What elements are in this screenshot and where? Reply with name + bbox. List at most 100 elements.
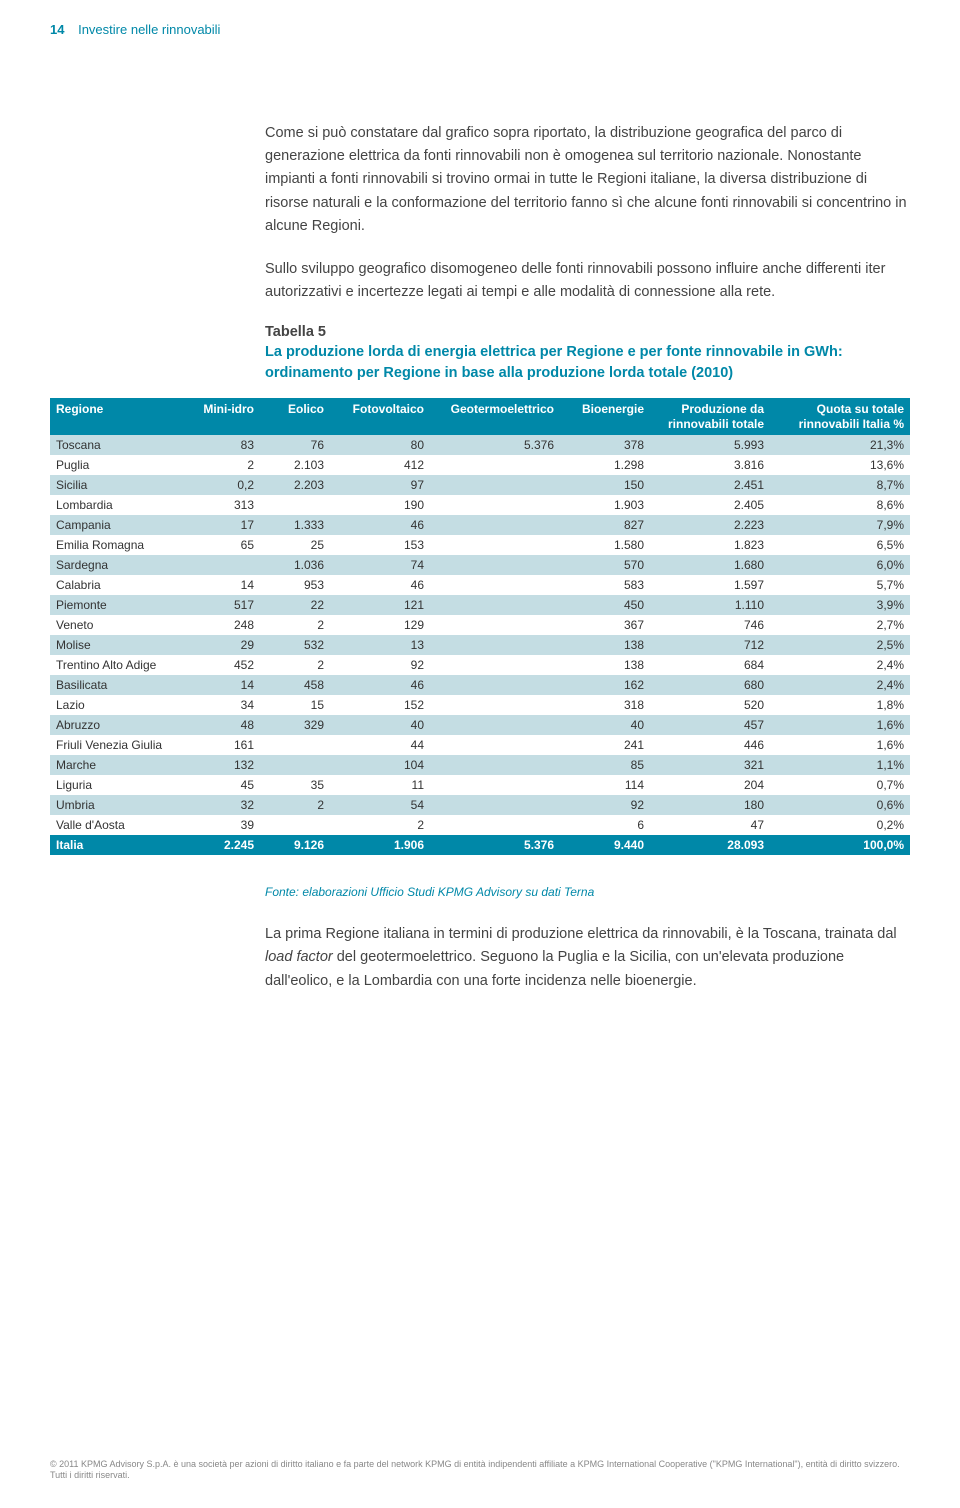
table-header-cell: Mini-idro bbox=[190, 398, 260, 435]
table-cell: 21,3% bbox=[770, 435, 910, 455]
table-cell: 97 bbox=[330, 475, 430, 495]
table-cell: 6,0% bbox=[770, 555, 910, 575]
data-table: RegioneMini-idroEolicoFotovoltaicoGeoter… bbox=[50, 398, 910, 855]
table-cell: 2 bbox=[260, 655, 330, 675]
table-cell: 1.597 bbox=[650, 575, 770, 595]
table-cell bbox=[430, 755, 560, 775]
table-row: Calabria14953465831.5975,7% bbox=[50, 575, 910, 595]
table-cell bbox=[190, 555, 260, 575]
table-cell: 6,5% bbox=[770, 535, 910, 555]
table-cell: 1,6% bbox=[770, 715, 910, 735]
table-cell: 22 bbox=[260, 595, 330, 615]
table-cell: 684 bbox=[650, 655, 770, 675]
table-cell: 1.903 bbox=[560, 495, 650, 515]
table-cell: 1.110 bbox=[650, 595, 770, 615]
table-cell: Basilicata bbox=[50, 675, 190, 695]
outro-italic: load factor bbox=[265, 949, 333, 965]
table-row: Piemonte517221214501.1103,9% bbox=[50, 595, 910, 615]
table-cell: 35 bbox=[260, 775, 330, 795]
table-cell: Veneto bbox=[50, 615, 190, 635]
table-cell: Sardegna bbox=[50, 555, 190, 575]
table-cell: 0,6% bbox=[770, 795, 910, 815]
page-footer: © 2011 KPMG Advisory S.p.A. è una societ… bbox=[50, 1459, 910, 1482]
table-cell: 190 bbox=[330, 495, 430, 515]
table-cell: 46 bbox=[330, 675, 430, 695]
outro-p: La prima Regione italiana in termini di … bbox=[265, 923, 910, 993]
table-cell: 0,2% bbox=[770, 815, 910, 835]
table-row: Campania171.333468272.2237,9% bbox=[50, 515, 910, 535]
table-row: Basilicata14458461626802,4% bbox=[50, 675, 910, 695]
table-cell: 161 bbox=[190, 735, 260, 755]
table-cell: 104 bbox=[330, 755, 430, 775]
table-cell: 458 bbox=[260, 675, 330, 695]
outro-post: del geotermoelettrico. Seguono la Puglia… bbox=[265, 949, 844, 988]
table-cell: 2 bbox=[260, 615, 330, 635]
table-cell: 953 bbox=[260, 575, 330, 595]
table-row: Veneto24821293677462,7% bbox=[50, 615, 910, 635]
table-cell: 40 bbox=[330, 715, 430, 735]
table-cell: 241 bbox=[560, 735, 650, 755]
table-cell bbox=[430, 515, 560, 535]
table-cell: 92 bbox=[330, 655, 430, 675]
table-cell: 132 bbox=[190, 755, 260, 775]
table-cell: 29 bbox=[190, 635, 260, 655]
table-cell: 14 bbox=[190, 575, 260, 595]
table-cell: 25 bbox=[260, 535, 330, 555]
table-cell bbox=[430, 715, 560, 735]
table-cell: Toscana bbox=[50, 435, 190, 455]
table-cell: 48 bbox=[190, 715, 260, 735]
table-cell: 3,9% bbox=[770, 595, 910, 615]
table-heading: Tabella 5 La produzione lorda di energia… bbox=[265, 324, 910, 384]
table-cell: 47 bbox=[650, 815, 770, 835]
intro-p1: Come si può constatare dal grafico sopra… bbox=[265, 122, 910, 238]
table-cell: 1.823 bbox=[650, 535, 770, 555]
table-cell: 1,6% bbox=[770, 735, 910, 755]
table-cell: 1.333 bbox=[260, 515, 330, 535]
table-cell: 520 bbox=[650, 695, 770, 715]
table-cell: 2,4% bbox=[770, 655, 910, 675]
table-cell: 92 bbox=[560, 795, 650, 815]
table-cell: 54 bbox=[330, 795, 430, 815]
table-body: Toscana8376805.3763785.99321,3%Puglia22.… bbox=[50, 435, 910, 855]
table-cell: 2,5% bbox=[770, 635, 910, 655]
table-cell: 7,9% bbox=[770, 515, 910, 535]
table-cell: 74 bbox=[330, 555, 430, 575]
table-cell: 180 bbox=[650, 795, 770, 815]
table-cell: 321 bbox=[650, 755, 770, 775]
table-row: Molise29532131387122,5% bbox=[50, 635, 910, 655]
table-cell: 138 bbox=[560, 635, 650, 655]
table-cell: Umbria bbox=[50, 795, 190, 815]
table-cell: 45 bbox=[190, 775, 260, 795]
table-cell bbox=[430, 655, 560, 675]
table-cell bbox=[430, 535, 560, 555]
table-cell: 746 bbox=[650, 615, 770, 635]
table-row: Abruzzo4832940404571,6% bbox=[50, 715, 910, 735]
table-total-cell: 9.126 bbox=[260, 835, 330, 855]
table-cell: 583 bbox=[560, 575, 650, 595]
table-cell: 2.223 bbox=[650, 515, 770, 535]
table-cell: Abruzzo bbox=[50, 715, 190, 735]
table-cell: 138 bbox=[560, 655, 650, 675]
table-cell: 114 bbox=[560, 775, 650, 795]
table-cell bbox=[430, 495, 560, 515]
table-cell bbox=[260, 815, 330, 835]
table-cell bbox=[430, 815, 560, 835]
table-cell bbox=[430, 615, 560, 635]
table-cell: 318 bbox=[560, 695, 650, 715]
table-row: Toscana8376805.3763785.99321,3% bbox=[50, 435, 910, 455]
table-cell: 5.993 bbox=[650, 435, 770, 455]
table-cell: 680 bbox=[650, 675, 770, 695]
table-cell: 129 bbox=[330, 615, 430, 635]
table-row: Lombardia3131901.9032.4058,6% bbox=[50, 495, 910, 515]
table-cell: 712 bbox=[650, 635, 770, 655]
table-cell: 1.580 bbox=[560, 535, 650, 555]
table-cell: 378 bbox=[560, 435, 650, 455]
table-total-cell: 1.906 bbox=[330, 835, 430, 855]
table-cell: 6 bbox=[560, 815, 650, 835]
table-cell: 13 bbox=[330, 635, 430, 655]
table-cell: 14 bbox=[190, 675, 260, 695]
table-cell: 450 bbox=[560, 595, 650, 615]
table-cell: 2 bbox=[330, 815, 430, 835]
table-cell: 1,8% bbox=[770, 695, 910, 715]
table-cell: 46 bbox=[330, 575, 430, 595]
